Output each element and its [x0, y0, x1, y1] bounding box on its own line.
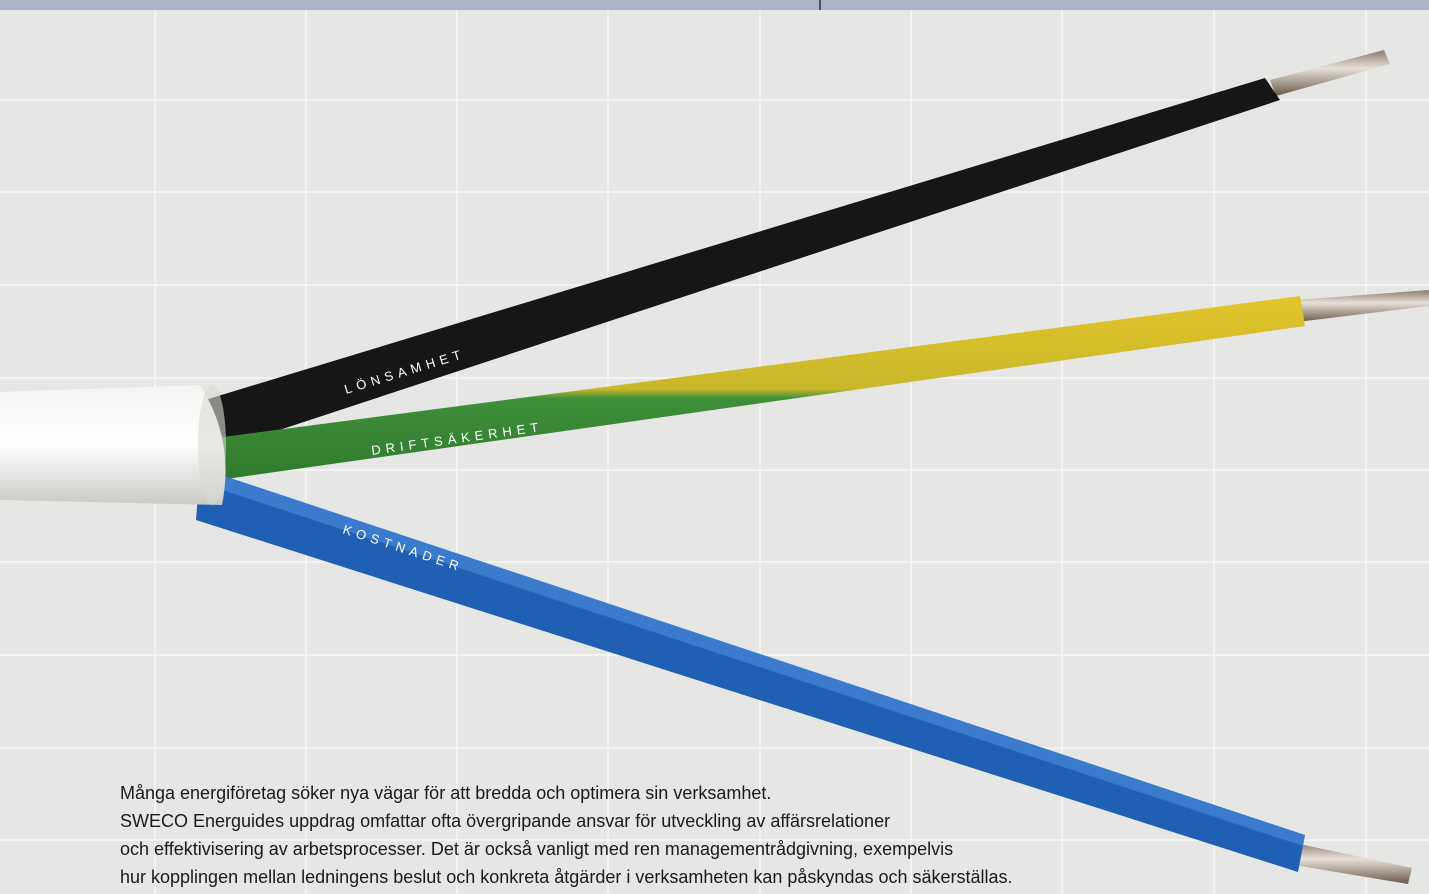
wire-tip	[1295, 290, 1429, 322]
black-wire	[205, 78, 1280, 448]
top-bar	[0, 0, 1429, 10]
wire-tip	[1270, 50, 1390, 96]
paragraph-line: Många energiföretag söker nya vägar för …	[120, 783, 771, 803]
paragraph-line: hur kopplingen mellan ledningens beslut …	[120, 867, 1013, 887]
paragraph-line: och effektivisering av arbetsprocesser. …	[120, 839, 953, 859]
sheath	[0, 385, 226, 505]
top-bar-tick	[819, 0, 821, 10]
yellow-green-wire	[200, 296, 1305, 482]
sheath-end	[198, 385, 226, 505]
wire-tip	[1288, 842, 1412, 884]
blue-wire-highlight	[198, 468, 1305, 846]
paragraph-line: SWECO Energuides uppdrag omfattar ofta ö…	[120, 811, 890, 831]
